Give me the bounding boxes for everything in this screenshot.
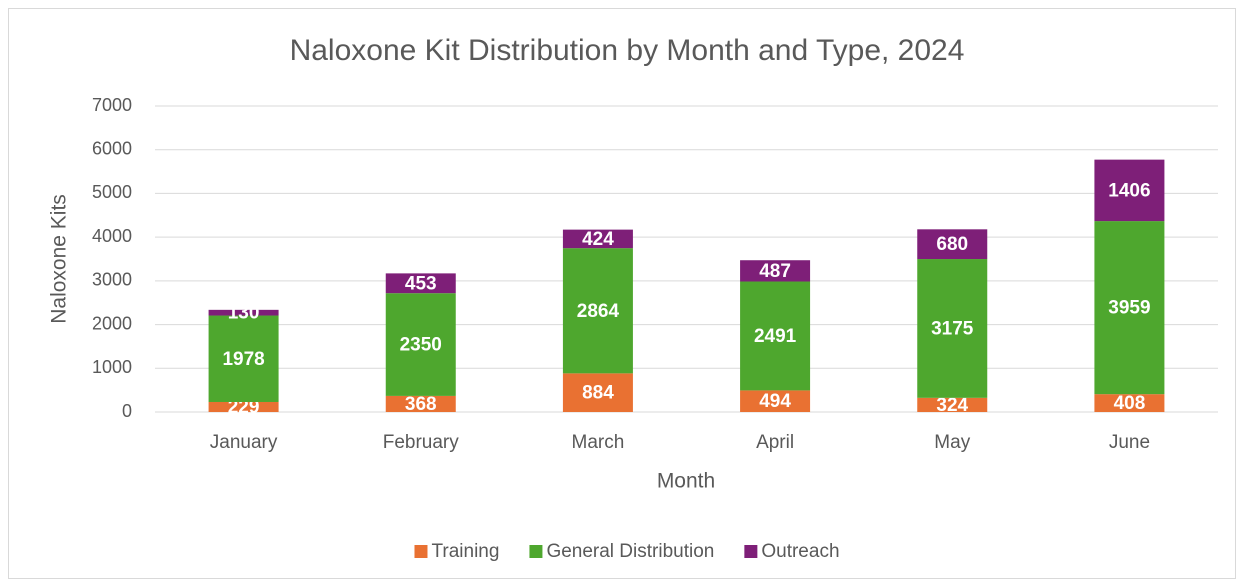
chart-title: Naloxone Kit Distribution by Month and T… xyxy=(290,34,965,67)
bar-segment xyxy=(917,397,988,412)
legend-label: General Distribution xyxy=(546,541,714,562)
bar-segment xyxy=(385,273,456,294)
data-label: 424 xyxy=(582,229,614,250)
bar-segment xyxy=(740,390,811,412)
data-label: 2350 xyxy=(400,335,442,356)
data-label: 130 xyxy=(228,303,260,324)
data-label: 884 xyxy=(582,383,614,404)
bar-segment xyxy=(562,373,633,412)
bar-segment xyxy=(740,260,811,282)
x-tick-label: May xyxy=(934,432,970,453)
x-tick-label: June xyxy=(1109,432,1150,453)
bar-segment xyxy=(208,315,279,402)
data-label: 2491 xyxy=(754,326,797,347)
data-label: 3959 xyxy=(1108,298,1150,319)
x-tick-label: April xyxy=(756,432,794,453)
y-tick-label: 2000 xyxy=(92,313,132,333)
data-label: 680 xyxy=(936,234,968,255)
x-tick-label: March xyxy=(572,432,625,453)
bar-segment xyxy=(562,229,633,249)
bar-segment xyxy=(1094,221,1165,395)
x-axis-label: Month xyxy=(657,470,715,493)
legend-swatch xyxy=(414,545,428,558)
data-label: 487 xyxy=(759,261,791,282)
y-axis-label: Naloxone Kits xyxy=(48,194,71,324)
bar-segment xyxy=(385,395,456,412)
y-tick-label: 3000 xyxy=(92,270,132,290)
data-label: 1406 xyxy=(1108,180,1150,201)
bar-segment xyxy=(740,281,811,391)
data-label: 453 xyxy=(405,273,437,294)
data-label: 324 xyxy=(936,395,968,416)
y-tick-label: 7000 xyxy=(92,95,132,115)
y-tick-label: 6000 xyxy=(92,138,132,158)
legend-swatch xyxy=(744,545,758,558)
data-label: 2864 xyxy=(577,301,620,322)
bar-segment xyxy=(385,293,456,396)
legend-label: Outreach xyxy=(761,541,839,562)
bar-segment xyxy=(917,229,988,260)
legend-swatch xyxy=(529,545,543,558)
data-label: 368 xyxy=(405,394,437,415)
bar-segment xyxy=(562,248,633,374)
data-label: 229 xyxy=(228,397,260,418)
bar-segment xyxy=(208,309,279,316)
data-label: 408 xyxy=(1114,393,1146,414)
bar-segment xyxy=(208,401,279,412)
data-label: 3175 xyxy=(931,318,974,339)
bar-segment xyxy=(1094,394,1165,412)
x-tick-label: February xyxy=(383,432,460,453)
data-label: 494 xyxy=(759,391,791,412)
y-tick-label: 5000 xyxy=(92,182,132,202)
x-tick-label: January xyxy=(210,432,278,453)
y-tick-label: 1000 xyxy=(92,357,132,377)
y-tick-label: 0 xyxy=(122,401,132,421)
bar-segment xyxy=(1094,159,1165,222)
legend-label: Training xyxy=(431,541,499,562)
y-tick-label: 4000 xyxy=(92,226,132,246)
data-label: 1978 xyxy=(222,349,264,370)
bar-segment xyxy=(917,259,988,398)
